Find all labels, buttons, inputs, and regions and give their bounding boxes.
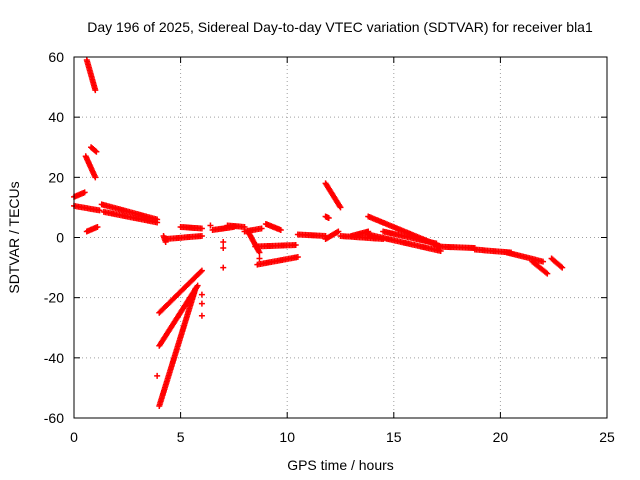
data-point: [198, 312, 205, 319]
data-point: [337, 204, 344, 211]
data-point: [544, 270, 551, 277]
data-point: [198, 225, 205, 232]
y-axis-label: SDTVAR / TECUs: [6, 181, 22, 293]
chart-title: Day 196 of 2025, Sidereal Day-to-day VTE…: [87, 19, 593, 35]
data-point: [94, 223, 101, 230]
data-point: [197, 268, 204, 275]
data-points: [71, 57, 566, 409]
data-point: [220, 264, 227, 271]
data-point: [294, 254, 301, 261]
data-point: [558, 263, 565, 270]
data-point: [96, 207, 103, 214]
data-point: [192, 285, 199, 292]
y-tick-label: -40: [44, 350, 64, 366]
axis-ticks: 0 5 10 15 20 25 -60 -40 -20 0 20 40 60: [44, 49, 615, 445]
data-point: [335, 228, 342, 235]
data-point: [93, 148, 100, 155]
y-tick-label: 60: [48, 49, 64, 65]
data-point: [543, 269, 550, 276]
data-point: [198, 300, 205, 307]
data-point: [154, 372, 161, 379]
data-point: [207, 222, 214, 229]
y-tick-label: -60: [44, 410, 64, 426]
y-tick-label: -20: [44, 290, 64, 306]
data-point: [220, 239, 227, 246]
x-tick-label: 20: [493, 429, 509, 445]
data-point: [81, 189, 88, 196]
data-point: [92, 87, 99, 94]
data-point: [325, 214, 332, 221]
data-point: [540, 258, 547, 265]
data-point: [92, 147, 99, 154]
x-tick-label: 15: [386, 429, 402, 445]
data-point: [256, 255, 263, 262]
x-tick-label: 10: [279, 429, 295, 445]
x-tick-label: 5: [177, 429, 185, 445]
data-point: [198, 291, 205, 298]
data-point: [92, 174, 99, 181]
x-tick-label: 25: [599, 429, 615, 445]
data-point: [154, 219, 161, 226]
data-point: [220, 245, 227, 252]
y-tick-label: 20: [48, 169, 64, 185]
data-point: [256, 249, 263, 256]
data-point: [258, 225, 265, 232]
data-point: [198, 232, 205, 239]
y-tick-label: 40: [48, 109, 64, 125]
data-point: [559, 264, 566, 271]
data-point: [194, 282, 201, 289]
y-tick-label: 0: [56, 230, 64, 246]
data-point: [198, 267, 205, 274]
x-axis-label: GPS time / hours: [287, 457, 394, 473]
data-point: [277, 226, 284, 233]
data-point: [292, 242, 299, 249]
x-tick-label: 0: [70, 429, 78, 445]
